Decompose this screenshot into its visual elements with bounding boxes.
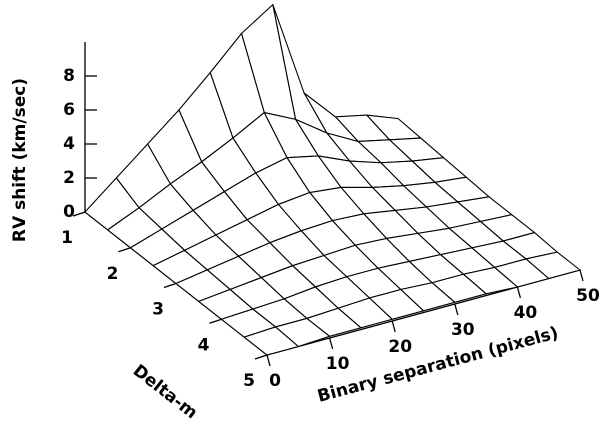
y-tick-label: 2 — [107, 264, 119, 284]
x-tick-label: 10 — [326, 354, 350, 374]
x-tick — [579, 269, 584, 282]
x-tick — [516, 286, 522, 299]
x-tick — [391, 320, 396, 333]
x-tick-label: 40 — [514, 303, 538, 323]
x-tick — [328, 337, 334, 350]
x-tick-label: 30 — [451, 320, 475, 340]
x-tick-label: 50 — [576, 286, 600, 306]
x-tick — [266, 354, 271, 367]
y-tick-label: 4 — [198, 335, 210, 355]
x-tick — [454, 303, 459, 316]
y-axis-label: Delta-m — [129, 361, 201, 423]
y-tick — [118, 247, 131, 253]
z-tick-label: 8 — [63, 66, 75, 86]
surface-cell — [243, 326, 299, 356]
z-axis-label: RV shift (km/sec) — [10, 78, 30, 242]
z-tick-label: 4 — [63, 134, 75, 154]
y-tick — [209, 318, 222, 324]
x-tick-label: 20 — [388, 337, 412, 357]
z-tick-label: 6 — [63, 100, 75, 120]
y-tick — [72, 211, 86, 217]
y-tick-label: 1 — [61, 228, 73, 248]
x-axis-label: Binary separation (pixels) — [315, 323, 560, 407]
y-tick-label: 3 — [152, 300, 164, 320]
z-tick-label: 0 — [63, 202, 75, 222]
y-tick-label: 5 — [243, 371, 255, 391]
z-tick-label: 2 — [63, 168, 75, 188]
x-tick-label: 0 — [269, 371, 281, 391]
y-tick — [163, 282, 177, 289]
y-tick — [254, 354, 268, 360]
